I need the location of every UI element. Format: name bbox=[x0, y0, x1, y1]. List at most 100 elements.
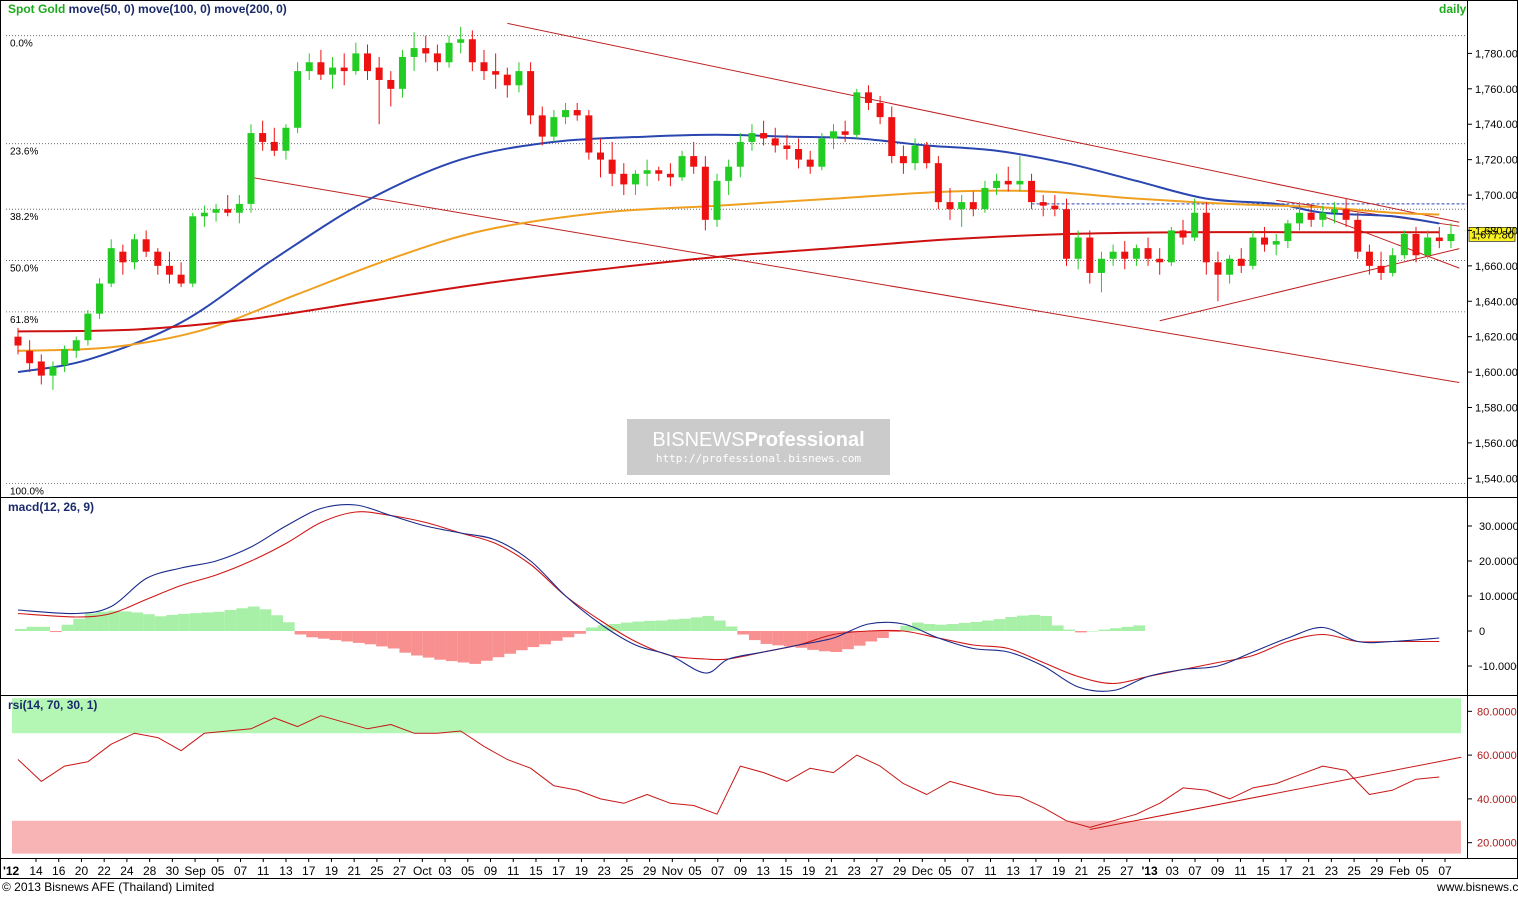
candle-body bbox=[1097, 258, 1105, 273]
candle-body bbox=[783, 145, 791, 150]
fib-label-4: 61.8% bbox=[10, 315, 38, 326]
macd-panel bbox=[15, 503, 1440, 692]
candle-body bbox=[1342, 209, 1350, 220]
rsi-tick-label: 80.0000 bbox=[1477, 706, 1517, 718]
moving-average-1 bbox=[17, 189, 1440, 352]
x-axis-label: 11 bbox=[507, 864, 520, 878]
candle-body bbox=[294, 71, 302, 128]
x-axis-label: 27 bbox=[1120, 864, 1134, 878]
candle-body bbox=[119, 251, 127, 263]
x-axis-label: 11 bbox=[984, 864, 997, 878]
trendline-0 bbox=[507, 22, 1460, 223]
macd-panel-title: macd(12, 26, 9) bbox=[8, 500, 95, 514]
rsi-line bbox=[17, 715, 1440, 828]
candle-body bbox=[1214, 262, 1222, 275]
candle-body bbox=[398, 56, 406, 89]
macd-histogram-bar bbox=[772, 631, 784, 646]
macd-tick-label: -10.0000 bbox=[1479, 661, 1518, 673]
watermark: BISNEWSProfessional http://professional.… bbox=[627, 419, 890, 475]
macd-histogram-bar bbox=[1040, 615, 1052, 631]
candle-body bbox=[1039, 202, 1047, 206]
candle-body bbox=[61, 349, 69, 365]
candle-body bbox=[1191, 212, 1199, 238]
candle-body bbox=[562, 110, 570, 118]
price-tick-label: 1,760.00 bbox=[1475, 84, 1518, 96]
x-axis-label: 20 bbox=[75, 864, 89, 878]
x-axis-label: 14 bbox=[29, 864, 43, 878]
macd-tick-label: 0 bbox=[1479, 626, 1485, 638]
macd-tick-label: 20.0000 bbox=[1479, 556, 1518, 568]
candle-body bbox=[806, 159, 814, 167]
macd-histogram-bar bbox=[143, 614, 155, 631]
x-axis-label: 17 bbox=[552, 864, 566, 878]
candle-body bbox=[84, 313, 92, 341]
fib-label-1: 23.6% bbox=[10, 147, 38, 158]
candle-body bbox=[713, 180, 721, 220]
x-axis-label: 19 bbox=[802, 864, 816, 878]
candle-body bbox=[1296, 212, 1303, 224]
macd-histogram-bar bbox=[1121, 626, 1134, 631]
price-panel-title: Spot Gold move(50, 0) move(100, 0) move(… bbox=[8, 2, 287, 16]
x-axis-label: 30 bbox=[166, 864, 180, 878]
x-axis-label: Oct bbox=[413, 864, 432, 878]
candle-body bbox=[1307, 212, 1315, 220]
candle-body bbox=[375, 67, 383, 80]
macd-histogram-bar bbox=[667, 619, 680, 631]
macd-histogram-bar bbox=[993, 619, 1006, 631]
macd-histogram-bar bbox=[527, 631, 540, 648]
macd-histogram-bar bbox=[387, 631, 400, 649]
candle-body bbox=[305, 62, 313, 72]
candle-body bbox=[1435, 237, 1443, 242]
website-link[interactable]: www.bisnews.com bbox=[1437, 880, 1518, 894]
trendline-1 bbox=[250, 176, 1460, 384]
macd-histogram-bar bbox=[958, 622, 971, 631]
x-axis-label: 25 bbox=[620, 864, 634, 878]
macd-histogram-bar bbox=[271, 615, 283, 631]
candle-body bbox=[1028, 180, 1036, 203]
x-axis-label: Sep bbox=[184, 864, 206, 878]
macd-histogram-bar bbox=[702, 615, 715, 631]
rsi-oversold-band bbox=[12, 820, 1461, 854]
macd-histogram-bar bbox=[714, 620, 726, 631]
watermark-brand-pro: Professional bbox=[744, 429, 865, 451]
candle-body bbox=[200, 212, 208, 217]
x-axis-label: 28 bbox=[143, 864, 157, 878]
x-axis-label: Feb bbox=[1389, 864, 1410, 878]
macd-histogram-bar bbox=[364, 631, 377, 645]
candle-body bbox=[631, 173, 639, 185]
x-axis-label: 17 bbox=[302, 864, 316, 878]
macd-histogram-bar bbox=[947, 624, 959, 631]
candle-body bbox=[969, 202, 977, 210]
x-axis-label: 11 bbox=[1234, 864, 1247, 878]
rsi-tick-label: 40.0000 bbox=[1477, 794, 1517, 806]
candle-body bbox=[1354, 219, 1362, 252]
x-axis-label: 24 bbox=[120, 864, 134, 878]
candle-body bbox=[131, 239, 138, 263]
candle-body bbox=[981, 187, 989, 210]
x-axis-label: 15 bbox=[529, 864, 543, 878]
fib-label-0: 0.0% bbox=[10, 39, 33, 50]
x-axis-label: 27 bbox=[393, 864, 407, 878]
macd-histogram-bar bbox=[422, 631, 435, 658]
macd-histogram-bar bbox=[166, 614, 179, 631]
rsi-panel bbox=[12, 698, 1462, 854]
candle-body bbox=[165, 265, 173, 275]
candle-body bbox=[795, 149, 803, 160]
x-axis-label: 03 bbox=[438, 864, 452, 878]
last-price-label: 1,677.80 bbox=[1471, 229, 1514, 241]
candle-body bbox=[26, 350, 34, 364]
macd-histogram-bar bbox=[49, 631, 62, 633]
macd-signal-line bbox=[17, 511, 1440, 685]
x-axis-label: 21 bbox=[347, 864, 361, 878]
macd-histogram-bar bbox=[469, 631, 482, 664]
price-tick-label: 1,740.00 bbox=[1475, 119, 1518, 131]
price-tick-label: 1,600.00 bbox=[1475, 367, 1518, 379]
candle-body bbox=[573, 110, 581, 116]
candle-body bbox=[1424, 237, 1432, 256]
candle-body bbox=[643, 170, 651, 174]
x-axis-label: 22 bbox=[97, 864, 111, 878]
macd-histogram-bar bbox=[853, 631, 866, 646]
copyright: © 2013 Bisnews AFE (Thailand) Limited bbox=[2, 880, 215, 894]
macd-histogram-bar bbox=[178, 613, 190, 631]
candle-body bbox=[946, 202, 954, 210]
